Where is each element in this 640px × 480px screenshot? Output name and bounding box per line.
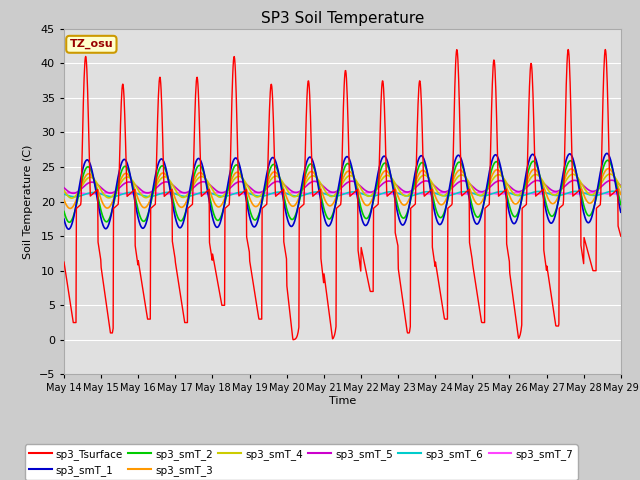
X-axis label: Time: Time <box>329 396 356 406</box>
Title: SP3 Soil Temperature: SP3 Soil Temperature <box>260 11 424 26</box>
Text: TZ_osu: TZ_osu <box>70 39 113 49</box>
Y-axis label: Soil Temperature (C): Soil Temperature (C) <box>23 144 33 259</box>
Legend: sp3_Tsurface, sp3_smT_1, sp3_smT_2, sp3_smT_3, sp3_smT_4, sp3_smT_5, sp3_smT_6, : sp3_Tsurface, sp3_smT_1, sp3_smT_2, sp3_… <box>25 444 577 480</box>
